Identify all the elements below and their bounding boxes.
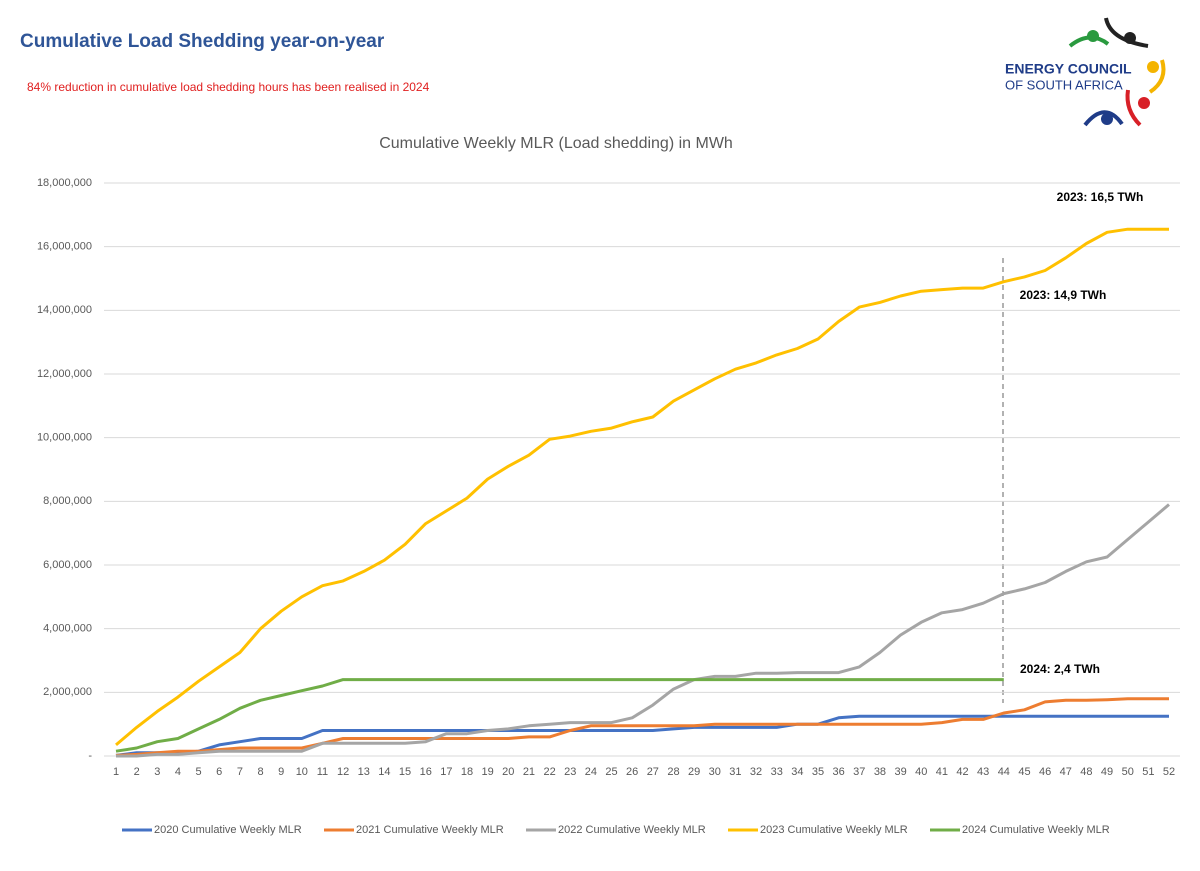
x-tick-label: 37 — [853, 766, 865, 778]
series-line — [115, 227, 1169, 747]
x-tick-label: 13 — [358, 766, 370, 778]
series-line — [115, 714, 1169, 757]
x-tick-label: 8 — [257, 766, 263, 778]
x-tick-label: 48 — [1080, 766, 1092, 778]
x-tick-label: 10 — [296, 766, 308, 778]
x-tick-label: 20 — [502, 766, 514, 778]
x-tick-label: 46 — [1039, 766, 1051, 778]
x-tick-label: 32 — [750, 766, 762, 778]
logo-text: OF SOUTH AFRICA — [1005, 77, 1123, 92]
logo-text: ENERGY COUNCIL — [1005, 61, 1132, 77]
y-tick-label: - — [88, 750, 92, 762]
x-tick-label: 7 — [237, 766, 243, 778]
x-tick-label: 18 — [461, 766, 473, 778]
y-tick-label: 16,000,000 — [37, 241, 92, 253]
x-tick-label: 38 — [874, 766, 886, 778]
x-tick-label: 35 — [812, 766, 824, 778]
x-tick-label: 52 — [1163, 766, 1175, 778]
y-tick-label: 6,000,000 — [43, 559, 92, 571]
chart-title: Cumulative Weekly MLR (Load shedding) in… — [379, 135, 733, 152]
x-tick-label: 28 — [667, 766, 679, 778]
x-tick-label: 47 — [1060, 766, 1072, 778]
y-tick-label: 10,000,000 — [37, 432, 92, 444]
annotation: 2023: 14,9 TWh — [1020, 288, 1107, 302]
x-tick-label: 24 — [585, 766, 597, 778]
legend-label: 2021 Cumulative Weekly MLR — [356, 824, 504, 836]
x-tick-label: 50 — [1122, 766, 1134, 778]
x-tick-label: 17 — [440, 766, 452, 778]
x-tick-label: 12 — [337, 766, 349, 778]
x-tick-label: 23 — [564, 766, 576, 778]
x-tick-label: 41 — [936, 766, 948, 778]
x-tick-label: 45 — [1018, 766, 1030, 778]
x-tick-label: 6 — [216, 766, 222, 778]
x-tick-label: 11 — [317, 766, 328, 778]
x-tick-label: 25 — [605, 766, 617, 778]
x-tick-label: 4 — [175, 766, 181, 778]
x-tick-label: 36 — [833, 766, 845, 778]
x-tick-label: 19 — [482, 766, 494, 778]
x-tick-label: 43 — [977, 766, 989, 778]
y-tick-label: 2,000,000 — [43, 686, 92, 698]
x-tick-label: 9 — [278, 766, 284, 778]
x-tick-label: 16 — [420, 766, 432, 778]
x-tick-label: 2 — [134, 766, 140, 778]
logo: ENERGY COUNCIL OF SOUTH AFRICA — [1005, 17, 1166, 127]
y-tick-label: 18,000,000 — [37, 177, 92, 189]
x-tick-label: 14 — [378, 766, 390, 778]
x-tick-label: 31 — [729, 766, 741, 778]
y-tick-label: 8,000,000 — [43, 495, 92, 507]
x-tick-label: 1 — [113, 766, 119, 778]
x-tick-label: 15 — [399, 766, 411, 778]
x-tick-label: 34 — [791, 766, 803, 778]
legend-label: 2022 Cumulative Weekly MLR — [558, 824, 706, 836]
annotation: 2024: 2,4 TWh — [1020, 662, 1100, 676]
x-tick-label: 27 — [647, 766, 659, 778]
x-tick-label: 5 — [196, 766, 202, 778]
x-tick-label: 51 — [1142, 766, 1154, 778]
y-tick-label: 12,000,000 — [37, 368, 92, 380]
series-line — [115, 678, 1004, 753]
series-line — [115, 697, 1169, 757]
page-title: Cumulative Load Shedding year-on-year — [20, 31, 385, 52]
y-tick-label: 4,000,000 — [43, 623, 92, 635]
x-tick-label: 3 — [154, 766, 160, 778]
legend-label: 2024 Cumulative Weekly MLR — [962, 824, 1110, 836]
legend-label: 2020 Cumulative Weekly MLR — [154, 824, 302, 836]
series-line — [116, 503, 1170, 758]
page-subtitle: 84% reduction in cumulative load sheddin… — [27, 80, 430, 94]
x-tick-label: 26 — [626, 766, 638, 778]
x-tick-label: 29 — [688, 766, 700, 778]
x-tick-label: 33 — [771, 766, 783, 778]
x-tick-label: 22 — [543, 766, 555, 778]
x-tick-label: 40 — [915, 766, 927, 778]
x-tick-label: 30 — [709, 766, 721, 778]
x-tick-label: 39 — [894, 766, 906, 778]
y-tick-label: 14,000,000 — [37, 304, 92, 316]
x-tick-label: 44 — [998, 766, 1010, 778]
x-tick-label: 42 — [956, 766, 968, 778]
x-tick-label: 49 — [1101, 766, 1113, 778]
legend-label: 2023 Cumulative Weekly MLR — [760, 824, 908, 836]
x-tick-label: 21 — [523, 766, 535, 778]
annotation: 2023: 16,5 TWh — [1057, 190, 1144, 204]
